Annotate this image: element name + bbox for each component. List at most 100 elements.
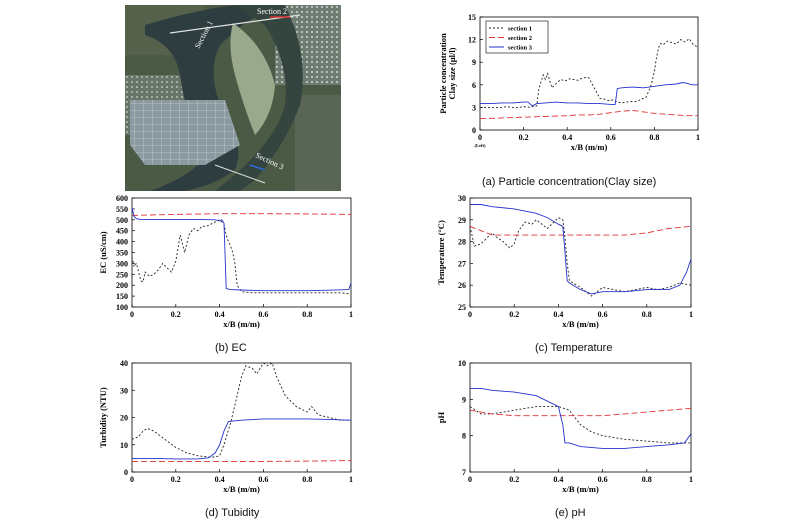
x-tick-label: 0.8	[642, 310, 652, 319]
x-tick-label: 0.6	[598, 475, 608, 484]
legend-box	[485, 20, 549, 54]
y-tick-label: 100	[116, 303, 128, 312]
x-tick-label: 0.8	[302, 475, 312, 484]
x-tick-label: 1	[689, 475, 693, 484]
legend-label: section 3	[508, 45, 533, 52]
y-axis-label: EC (uS/cm)	[98, 231, 108, 273]
y-tick-label: 29	[458, 216, 466, 225]
x-tick-label: 1	[349, 475, 353, 484]
y-tick-label: 300	[116, 259, 128, 268]
caption-c: (c) Temperature	[535, 342, 613, 354]
y-tick-label: 550	[116, 205, 128, 214]
series-line-1	[480, 38, 699, 108]
y-tick-label: 12	[468, 36, 476, 45]
series-line-3	[131, 207, 352, 292]
y-axis-label: Temperature (°C)	[436, 220, 446, 285]
x-tick-label: 0.2	[171, 475, 181, 484]
legend-label: section 2	[508, 35, 532, 42]
x-tick-label: 0	[130, 310, 134, 319]
x-tick-label: 1	[696, 133, 700, 142]
y-tick-label: 0	[472, 126, 476, 135]
y-tick-label: 450	[116, 227, 128, 236]
series-line-3	[470, 387, 692, 449]
y-axis-label: Turbidity (NTU)	[98, 387, 108, 448]
series-line-3	[470, 204, 692, 295]
y-tick-label: 600	[116, 194, 128, 203]
x-tick-label: 0	[468, 310, 472, 319]
x-tick-label: 0.8	[302, 310, 312, 319]
series-line-2	[132, 460, 352, 463]
x-tick-label: 0.6	[258, 475, 268, 484]
x-tick-label: 0.6	[598, 310, 608, 319]
y-tick-label: 9	[462, 395, 466, 404]
x-tick-label: 0.2	[509, 310, 519, 319]
y-tick-label: 350	[116, 249, 128, 258]
x-tick-label: 0.2	[171, 310, 181, 319]
y-tick-label: 0	[124, 468, 128, 477]
y-tick-label: 500	[116, 216, 128, 225]
y-tick-label: 25	[458, 303, 466, 312]
x-tick-label: 0.2	[519, 133, 529, 142]
x-tick-label: 0.4	[553, 310, 563, 319]
caption-d: (d) Tubidity	[205, 507, 260, 519]
x-tick-label: 0.2	[509, 475, 519, 484]
series-line-2	[469, 407, 692, 417]
y-tick-label: 250	[116, 270, 128, 279]
caption-a: (a) Particle concentration(Clay size)	[482, 176, 657, 188]
y-tick-label: 30	[458, 194, 466, 203]
y-tick-label: 9	[472, 58, 476, 67]
y-tick-label: 27	[458, 259, 466, 268]
y-tick-label: 400	[116, 238, 128, 247]
x-tick-label: 0	[468, 475, 472, 484]
plot-frame	[479, 16, 699, 131]
x-tick-label: 0.8	[642, 475, 652, 484]
caption-e: (e) pH	[555, 507, 586, 519]
y-tick-label: 10	[120, 441, 128, 450]
x-tick-label: 0	[478, 133, 482, 142]
x-axis-label: x/B (m/m)	[223, 319, 260, 329]
y-tick-label: 200	[116, 281, 128, 290]
x-tick-label: 0	[130, 475, 134, 484]
x-axis-label: x/B (m/m)	[223, 484, 260, 494]
legend-label: section 1	[508, 26, 532, 33]
series-line-1	[131, 219, 352, 295]
x-tick-label: 0.4	[562, 133, 572, 142]
series-line-2	[131, 213, 352, 216]
x-tick-label: 1	[689, 310, 693, 319]
particle-concentration-chart: 0 0.2 0.4 0.6 0.8 1 0 3 6 9 12 15 x/B (m/m) (Left) Par…	[438, 13, 700, 152]
x-tick-label: 0.4	[553, 475, 563, 484]
y-axis-label: Clay size (μl/l)	[447, 47, 457, 99]
x-tick-label: 0.8	[649, 133, 659, 142]
x-annotation: (Left)	[475, 143, 486, 148]
plot-frame	[131, 362, 352, 473]
x-axis-label: x/B (m/m)	[571, 142, 608, 152]
y-tick-label: 6	[472, 81, 476, 90]
x-tick-label: 0.4	[215, 310, 225, 319]
temperature-chart: 0 0.2 0.4 0.6 0.8 1 25 26 27 28 29 30 x/B (m/m) Tempe…	[436, 194, 693, 329]
y-axis-label: pH	[436, 411, 446, 423]
y-tick-label: 3	[472, 103, 476, 112]
x-tick-label: 0.6	[606, 133, 616, 142]
y-tick-label: 28	[458, 238, 466, 247]
y-tick-label: 40	[120, 359, 128, 368]
x-tick-label: 1	[349, 310, 353, 319]
caption-b: (b) EC	[215, 342, 247, 354]
y-tick-label: 15	[468, 13, 476, 22]
y-tick-label: 7	[462, 468, 466, 477]
satellite-image: Section 2 Section 1 Section 3	[125, 5, 341, 191]
series-line-3	[132, 418, 352, 460]
y-tick-label: 10	[458, 359, 466, 368]
series-line-1	[469, 406, 691, 444]
series-line-1	[469, 217, 692, 297]
x-tick-label: 0.4	[215, 475, 225, 484]
y-tick-label: 26	[458, 281, 466, 290]
x-tick-label: 0.6	[258, 310, 268, 319]
series-line-2	[469, 225, 692, 236]
y-tick-label: 20	[120, 414, 128, 423]
series-line-2	[479, 109, 698, 120]
x-axis-label: x/B (m/m)	[562, 484, 599, 494]
series-line-1	[131, 362, 351, 458]
y-tick-label: 8	[462, 432, 466, 441]
y-tick-label: 30	[120, 386, 128, 395]
